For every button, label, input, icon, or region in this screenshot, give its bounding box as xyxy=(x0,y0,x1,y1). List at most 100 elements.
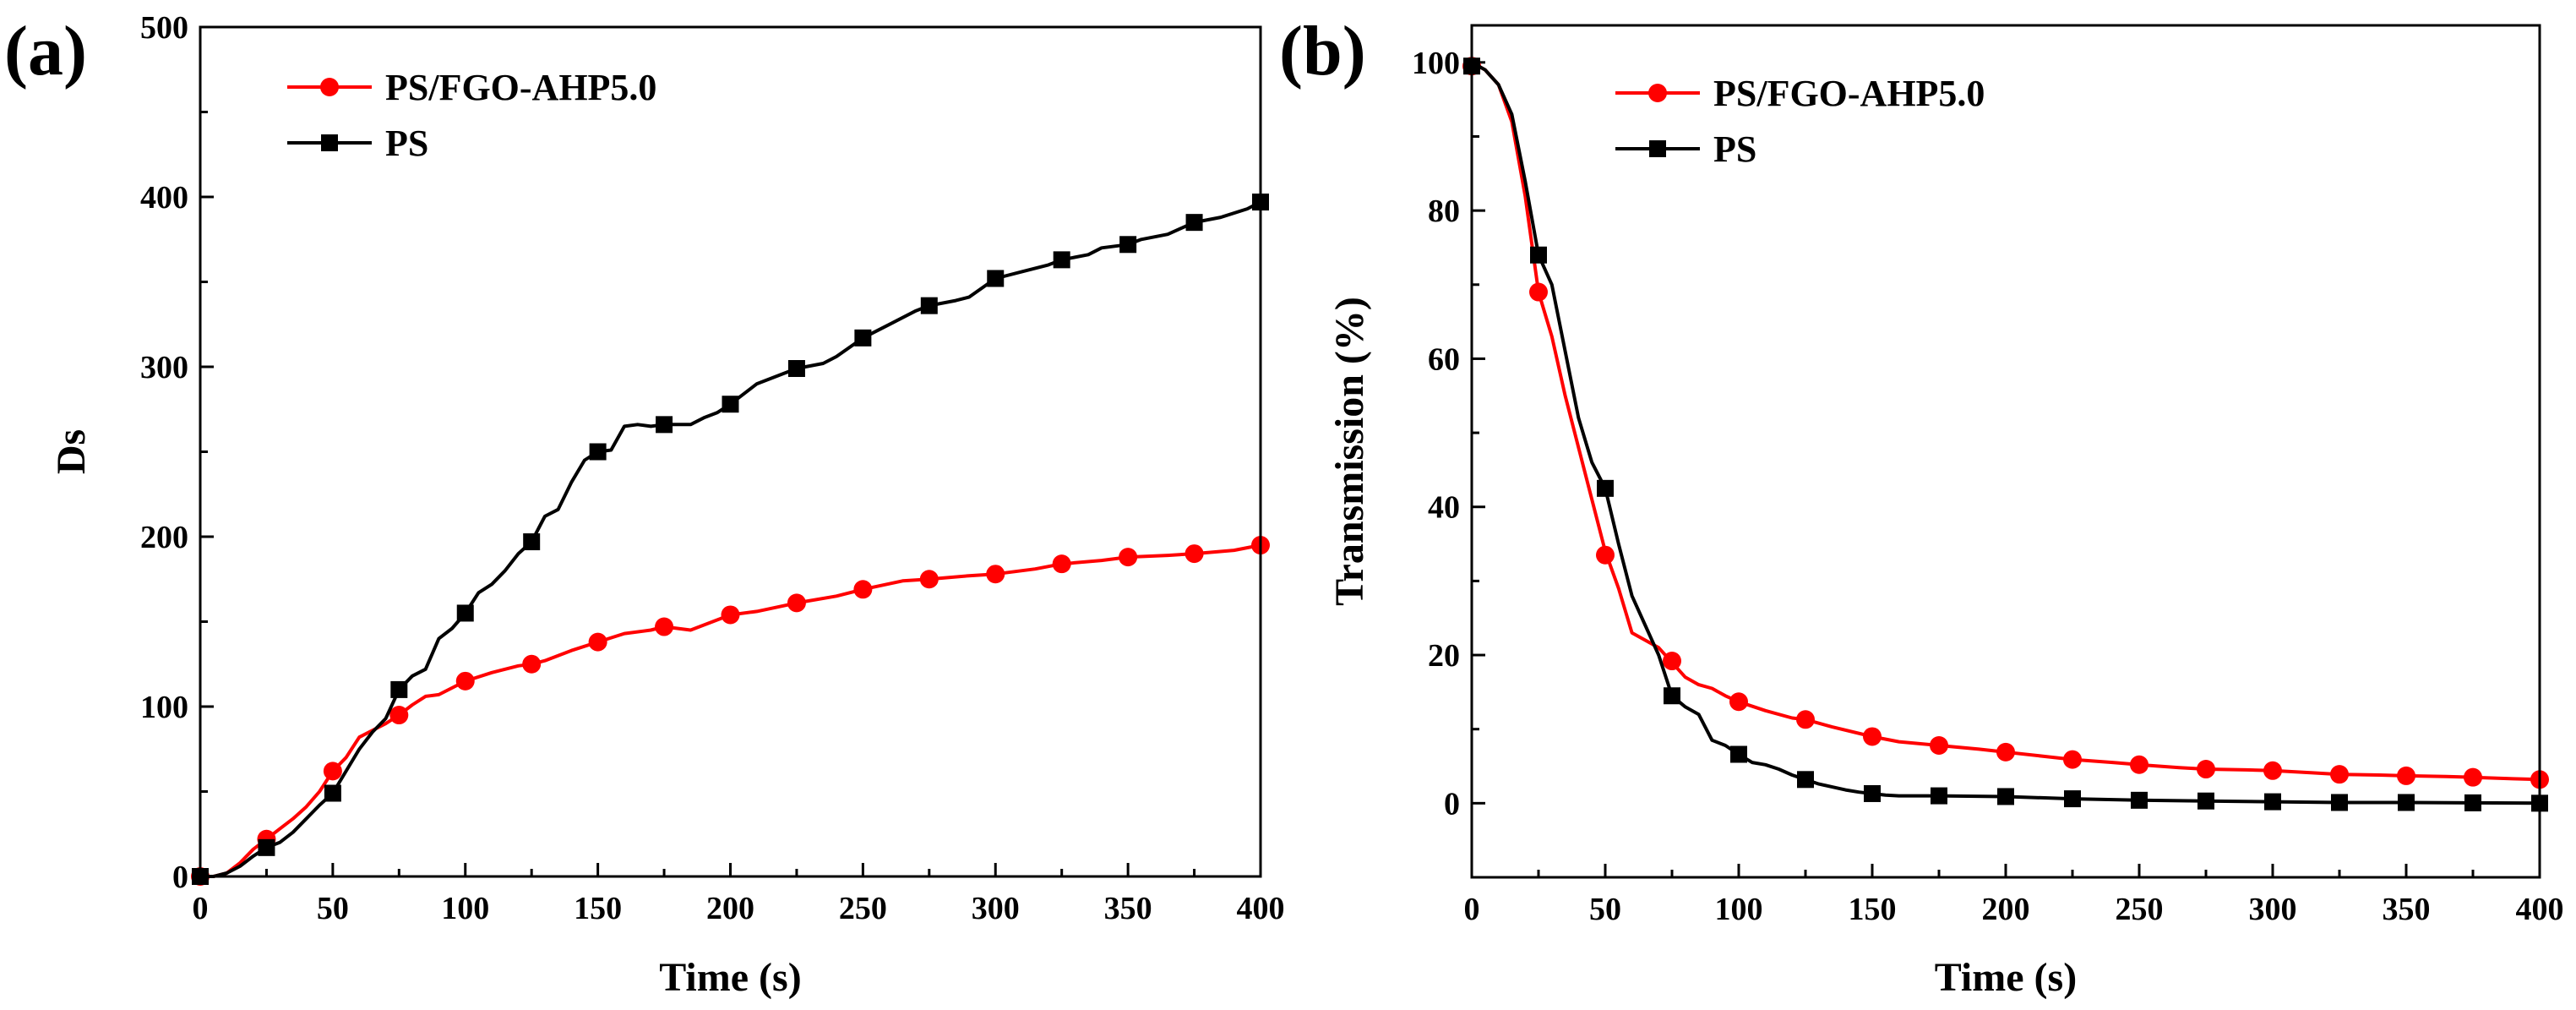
panel-b-series-0-point-9 xyxy=(2063,750,2082,769)
panel-a-x-tick-label-4: 200 xyxy=(706,891,754,926)
panel-b-series-1-point-10 xyxy=(2131,791,2148,809)
panel-b-chart: (b) 0 50 100 150 200 250 300 350 400 0 20 40 60 80 100… xyxy=(1279,12,2564,1000)
panel-b-series xyxy=(1462,57,2549,812)
panel-b-series-0-point-10 xyxy=(2130,755,2148,774)
panel-a-legend-label-0: PS/FGO-AHP5.0 xyxy=(385,67,656,108)
panel-a-legend: PS/FGO-AHP5.0 PS xyxy=(287,67,656,164)
panel-a-legend-label-1: PS xyxy=(385,123,428,164)
panel-b-x-tick-label-5: 250 xyxy=(2116,892,2164,927)
panel-a-y-tick-label-1: 100 xyxy=(140,690,188,725)
panel-b-legend-label-0: PS/FGO-AHP5.0 xyxy=(1713,73,1985,114)
panel-a-series-1-point-7 xyxy=(656,416,673,434)
panel-b-y-tick-label-2: 40 xyxy=(1428,490,1460,526)
panel-a-series-0-point-11 xyxy=(919,570,939,589)
panel-a-series-0-point-7 xyxy=(655,617,674,636)
panel-a-x-tick-label-0: 0 xyxy=(193,891,209,926)
panel-b-series-1-point-13 xyxy=(2331,794,2348,811)
panel-b-y-tick-label-3: 60 xyxy=(1428,341,1460,377)
panel-a-x-tick-label-3: 150 xyxy=(574,891,622,926)
panel-a-series-1-point-5 xyxy=(523,533,541,551)
panel-a-x-tick-label-8: 400 xyxy=(1237,891,1285,926)
panel-b-x-tick-label-3: 150 xyxy=(1849,892,1897,927)
panel-a-series-0-point-9 xyxy=(787,593,806,613)
panel-a-legend-marker-1 xyxy=(321,134,338,151)
panel-a-x-tick-label-5: 250 xyxy=(839,891,887,926)
panel-a-y-tick-label-4: 400 xyxy=(140,180,188,216)
panel-b-legend-entry-1: PS xyxy=(1615,128,1756,170)
panel-b-y-tick-label-5: 100 xyxy=(1412,46,1460,81)
panel-a-series-0-point-14 xyxy=(1119,548,1138,567)
panel-a-x-axis-title: Time (s) xyxy=(659,955,801,1000)
panel-a-series-1-line xyxy=(200,200,1261,878)
panel-b-legend-marker-1 xyxy=(1649,140,1666,157)
panel-a-x-tick-label-1: 50 xyxy=(317,891,349,926)
panel-b-series-1-point-9 xyxy=(2064,790,2081,808)
panel-a-y-axis-title: Ds xyxy=(49,429,94,474)
panel-a-series-0-point-15 xyxy=(1185,544,1204,564)
panel-b-x-axis-title: Time (s) xyxy=(1935,955,2077,1000)
panel-a-x-tick-label-6: 300 xyxy=(972,891,1020,926)
panel-a-y-tick-label-2: 200 xyxy=(140,520,188,555)
panel-b-y-tick-label-0: 0 xyxy=(1444,786,1460,822)
panel-b-series-0-point-14 xyxy=(2397,766,2415,785)
panel-a-series-0-point-10 xyxy=(853,580,873,599)
panel-b-y-tick-label-4: 80 xyxy=(1428,194,1460,229)
panel-a-series xyxy=(191,194,1270,886)
panel-a-y-tick-label-0: 0 xyxy=(172,860,188,895)
panel-b-legend-label-1: PS xyxy=(1713,128,1756,170)
panel-a-x-tick-label-7: 350 xyxy=(1104,891,1152,926)
panel-b-series-0-point-4 xyxy=(1729,692,1748,712)
panel-a-legend-marker-0 xyxy=(320,78,339,96)
panel-a-chart: (a) 0 50 100 150 200 250 300 350 400 0 100 200 300 40… xyxy=(4,10,1285,1000)
panel-b-series-0-point-7 xyxy=(1930,735,1948,755)
panel-b-series-0-point-3 xyxy=(1663,652,1681,671)
panel-a-series-0-point-2 xyxy=(323,762,342,781)
panel-b-series-1-point-7 xyxy=(1931,787,1947,805)
panel-a-series-1-point-13 xyxy=(1053,251,1070,269)
panel-b-series-1-point-3 xyxy=(1664,687,1680,705)
panel-b-series-1-point-4 xyxy=(1730,745,1747,763)
panel-b-x-tick-label-2: 100 xyxy=(1715,892,1763,927)
panel-b-series-1-point-14 xyxy=(2398,794,2415,811)
panel-b-series-1-point-8 xyxy=(1997,788,2014,805)
panel-a-series-0-point-5 xyxy=(522,654,542,674)
panel-b-legend: PS/FGO-AHP5.0 PS xyxy=(1615,73,1985,170)
panel-a-ticks: 0 50 100 150 200 250 300 350 400 0 100 200 300 400 500 xyxy=(140,10,1285,926)
panel-a-y-tick-label-3: 300 xyxy=(140,350,188,385)
panel-a-series-1-point-10 xyxy=(854,329,872,347)
panel-b-series-0-point-2 xyxy=(1596,545,1615,565)
panel-b-series-0-point-5 xyxy=(1796,710,1815,729)
panel-b-legend-marker-0 xyxy=(1648,84,1667,102)
panel-b-series-0-point-8 xyxy=(1996,742,2015,762)
panel-a-series-0-point-6 xyxy=(588,632,607,652)
panel-b-x-tick-label-7: 350 xyxy=(2383,892,2431,927)
panel-a-x-tick-label-2: 100 xyxy=(441,891,489,926)
panel-b-series-1-point-15 xyxy=(2464,794,2481,811)
panel-a-series-1-point-14 xyxy=(1119,236,1137,254)
panel-a-series-1-point-4 xyxy=(456,604,474,622)
panel-a-series-1-point-12 xyxy=(987,270,1005,287)
panel-a-legend-entry-0: PS/FGO-AHP5.0 xyxy=(287,67,656,108)
panel-b-series-1-point-5 xyxy=(1797,771,1814,789)
panel-a-series-1-point-3 xyxy=(390,680,408,698)
panel-b-x-tick-label-6: 300 xyxy=(2249,892,2297,927)
panel-b-label: (b) xyxy=(1279,12,1366,90)
panel-a-label: (a) xyxy=(4,12,87,90)
panel-a-series-1-point-9 xyxy=(787,360,805,378)
panel-b-series-1-point-11 xyxy=(2197,792,2214,810)
panel-a-series-1-point-11 xyxy=(920,297,938,314)
panel-b-series-1-point-12 xyxy=(2264,793,2281,811)
panel-a-series-1-point-2 xyxy=(324,784,341,802)
panel-a-series-1-point-1 xyxy=(258,838,275,856)
panel-a-plot-frame xyxy=(199,25,1262,878)
panel-b-series-1-point-6 xyxy=(1864,784,1881,802)
panel-b-series-0-point-15 xyxy=(2464,767,2482,787)
panel-b-series-0-point-13 xyxy=(2330,765,2349,784)
panel-a-legend-entry-1: PS xyxy=(287,123,428,164)
panel-a-y-tick-label-5: 500 xyxy=(140,10,188,46)
panel-a-series-1-point-8 xyxy=(722,396,739,413)
panel-a-series-1-point-6 xyxy=(589,443,607,461)
panel-b-plot-frame xyxy=(1470,24,2541,879)
panel-b-series-1-point-2 xyxy=(1597,479,1614,497)
